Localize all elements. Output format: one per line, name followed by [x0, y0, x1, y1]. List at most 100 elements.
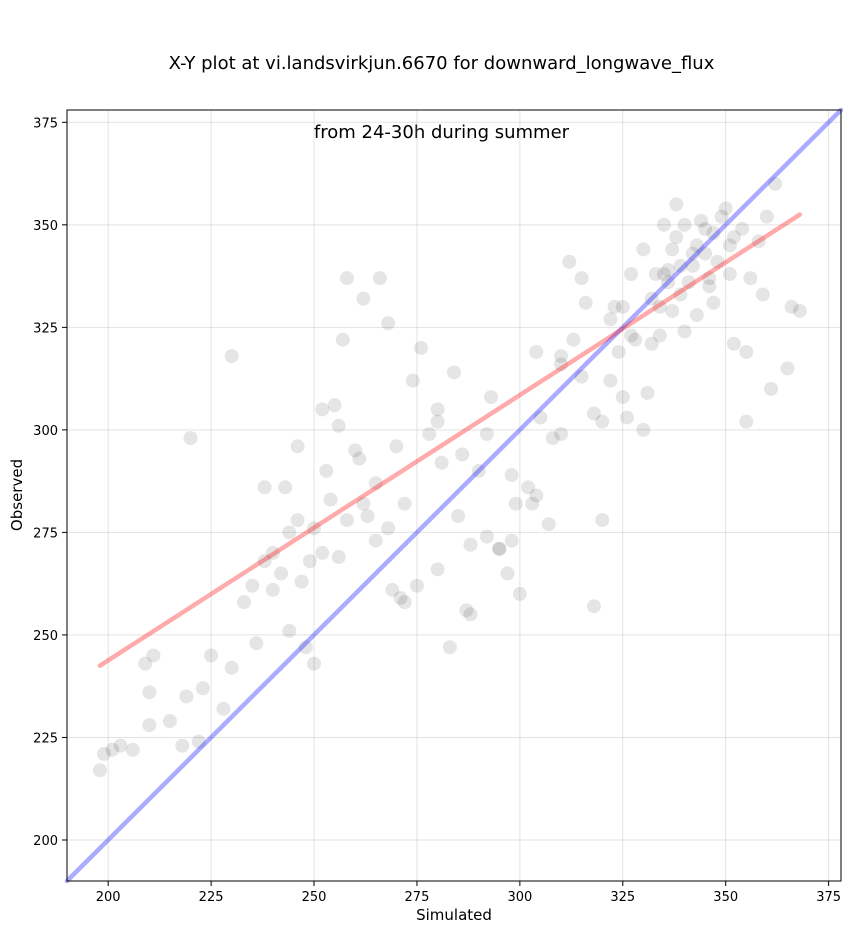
scatter-point [471, 463, 486, 478]
scatter-point [422, 426, 437, 441]
scatter-point [430, 402, 445, 417]
scatter-point [636, 242, 651, 257]
scatter-point [780, 361, 795, 376]
scatter-point [463, 607, 478, 622]
scatter-point [541, 517, 556, 532]
scatter-point [479, 529, 494, 544]
scatter-point [348, 443, 363, 458]
scatter-point [224, 660, 239, 675]
scatter-point [463, 537, 478, 552]
scatter-point [331, 418, 346, 433]
scatter-point [327, 398, 342, 413]
scatter-point [722, 267, 737, 282]
scatter-point [685, 258, 700, 273]
lines-layer [64, 107, 844, 884]
scatter-point [665, 303, 680, 318]
points-layer [92, 176, 807, 778]
scatter-point [368, 533, 383, 548]
x-tick-label: 200 [96, 890, 121, 905]
scatter-point [459, 603, 474, 618]
scatter-point [92, 763, 107, 778]
scatter-point [191, 734, 206, 749]
scatter-point [677, 217, 692, 232]
y-tick-label: 250 [33, 629, 58, 644]
scatter-point [681, 275, 696, 290]
scatter-point [652, 299, 667, 314]
scatter-point [545, 431, 560, 446]
scatter-point [352, 451, 367, 466]
scatter-point [768, 176, 783, 191]
scatter-point [611, 344, 626, 359]
scatter-point [689, 308, 704, 323]
scatter-point [405, 373, 420, 388]
scatter-point [677, 324, 692, 339]
scatter-point [356, 496, 371, 511]
y-tick-label: 275 [33, 526, 58, 541]
scatter-point [257, 554, 272, 569]
scatter-point [319, 463, 334, 478]
scatter-point [764, 381, 779, 396]
scatter-point [512, 586, 527, 601]
scatter-point [578, 295, 593, 310]
scatter-point [784, 299, 799, 314]
one-to-one-line [64, 107, 844, 884]
scatter-point [603, 373, 618, 388]
y-tick-label: 300 [33, 424, 58, 439]
scatter-point [644, 336, 659, 351]
y-tick-label: 325 [33, 321, 58, 336]
scatter-point [726, 230, 741, 245]
y-tick-label: 375 [33, 116, 58, 131]
scatter-point [146, 648, 161, 663]
scatter-point [315, 545, 330, 560]
scatter-point [706, 295, 721, 310]
scatter-point [142, 718, 157, 733]
scatter-point [603, 312, 618, 327]
scatter-point [113, 738, 128, 753]
scatter-point [624, 328, 639, 343]
y-tick-label: 225 [33, 731, 58, 746]
scatter-point [368, 476, 383, 491]
scatter-point [216, 701, 231, 716]
scatter-point [97, 746, 112, 761]
scatter-point [385, 582, 400, 597]
x-tick-label: 250 [302, 890, 327, 905]
scatter-point [409, 578, 424, 593]
scatter-point [504, 467, 519, 482]
chart-title-line-2: from 24-30h during summer [313, 122, 570, 143]
scatter-point [706, 226, 721, 241]
scatter-point [245, 578, 260, 593]
scatter-point [195, 681, 210, 696]
scatter-point [607, 299, 622, 314]
scatter-point [735, 221, 750, 236]
scatter-point [722, 238, 737, 253]
scatter-point [586, 599, 601, 614]
scatter-point [739, 344, 754, 359]
scatter-point [656, 217, 671, 232]
scatter-point [492, 541, 507, 556]
scatter-point [479, 426, 494, 441]
scatter-point [615, 390, 630, 405]
scatter-point [751, 234, 766, 249]
scatter-point [447, 365, 461, 380]
scatter-point [698, 246, 713, 261]
scatter-point [500, 566, 515, 581]
y-axis-label: Observed [8, 459, 26, 531]
scatter-point [335, 332, 350, 347]
scatter-point [661, 262, 676, 277]
scatter-point [792, 303, 807, 318]
scatter-point [508, 496, 523, 511]
scatter-point [714, 209, 729, 224]
scatter-point [595, 414, 610, 429]
scatter-point [640, 385, 655, 400]
scatter-point [702, 279, 717, 294]
scatter-point [339, 271, 354, 286]
scatter-point [529, 488, 544, 503]
scatter-point [356, 291, 371, 306]
scatter-point [183, 431, 198, 446]
scatter-point [381, 521, 396, 536]
scatter-point [665, 242, 680, 257]
scatter-point [290, 439, 305, 454]
chart-title-line-1: X-Y plot at vi.landsvirkjun.6670 for dow… [168, 53, 715, 74]
chart-title: X-Y plot at vi.landsvirkjun.6670 for dow… [0, 6, 853, 167]
